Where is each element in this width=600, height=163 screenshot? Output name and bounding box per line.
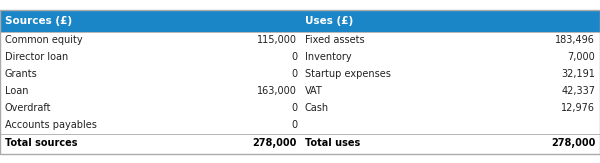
Bar xyxy=(0,49,600,66)
Text: Total uses: Total uses xyxy=(305,139,360,148)
Text: Inventory: Inventory xyxy=(305,52,352,62)
Text: 0: 0 xyxy=(291,103,297,113)
Text: 0: 0 xyxy=(291,120,297,130)
Text: Grants: Grants xyxy=(5,69,38,79)
Text: Loan: Loan xyxy=(5,86,28,96)
Text: Cash: Cash xyxy=(305,103,329,113)
Bar xyxy=(0,9,600,31)
Text: 115,000: 115,000 xyxy=(257,35,297,45)
Bar xyxy=(0,66,600,82)
Text: Accounts payables: Accounts payables xyxy=(5,120,97,130)
Text: 278,000: 278,000 xyxy=(551,139,595,148)
Text: Overdraft: Overdraft xyxy=(5,103,52,113)
Text: 163,000: 163,000 xyxy=(257,86,297,96)
Bar xyxy=(0,117,600,133)
Text: Director loan: Director loan xyxy=(5,52,68,62)
Text: 183,496: 183,496 xyxy=(556,35,595,45)
Text: VAT: VAT xyxy=(305,86,323,96)
Bar xyxy=(0,99,600,117)
Text: Total sources: Total sources xyxy=(5,139,77,148)
Text: Fixed assets: Fixed assets xyxy=(305,35,364,45)
Bar xyxy=(0,82,600,99)
Bar xyxy=(0,31,600,49)
Text: 32,191: 32,191 xyxy=(562,69,595,79)
Text: Common equity: Common equity xyxy=(5,35,82,45)
Text: Startup expenses: Startup expenses xyxy=(305,69,391,79)
Text: 12,976: 12,976 xyxy=(561,103,595,113)
Text: 7,000: 7,000 xyxy=(568,52,595,62)
Text: Uses (£): Uses (£) xyxy=(305,15,353,25)
Bar xyxy=(0,9,600,154)
Text: 278,000: 278,000 xyxy=(253,139,297,148)
Text: 0: 0 xyxy=(291,69,297,79)
Text: 0: 0 xyxy=(291,52,297,62)
Bar xyxy=(0,133,600,154)
Text: Sources (£): Sources (£) xyxy=(5,15,72,25)
Text: 42,337: 42,337 xyxy=(561,86,595,96)
